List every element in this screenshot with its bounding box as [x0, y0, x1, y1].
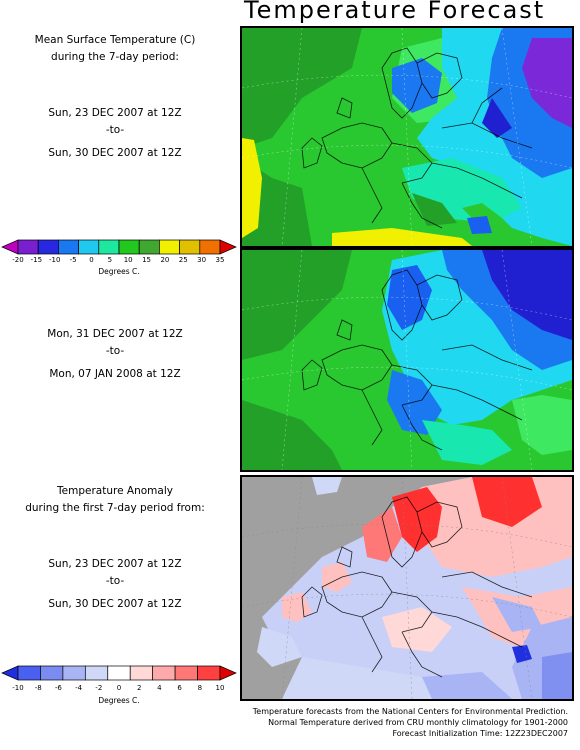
colorbar-tick-label: 10: [123, 256, 133, 264]
colorbar-swatch: [1, 239, 19, 255]
anomaly-colorbar-ticks: -10 -8 -6 -4 -2 0 2 4 6 8 10: [0, 684, 238, 694]
period2-sep: -to-: [105, 345, 125, 357]
period2-to: Mon, 07 JAN 2008 at 12Z: [49, 368, 181, 380]
temperature-colorbar-swatches: [1, 239, 237, 255]
colorbar-tick-label: 0: [116, 684, 122, 692]
colorbar-tick-label: 4: [157, 684, 162, 692]
colorbar-swatch: [84, 665, 109, 681]
colorbar-tick-label: 8: [197, 684, 203, 692]
colorbar-tick-label: 10: [215, 684, 225, 692]
colorbar-swatch: [1, 665, 19, 681]
colorbar-swatch: [98, 239, 120, 255]
colorbar-swatch: [159, 239, 180, 255]
period2-from: Mon, 31 DEC 2007 at 12Z: [47, 328, 183, 340]
colorbar-swatch: [40, 665, 64, 681]
colorbar-tick-label: 15: [142, 256, 151, 264]
anomaly-label-line2: during the first 7-day period from:: [25, 502, 205, 514]
colorbar-swatch: [37, 239, 59, 255]
colorbar-swatch: [78, 239, 100, 255]
colorbar-swatch: [174, 665, 198, 681]
colorbar-tick-label: -8: [34, 684, 42, 692]
period3-from: Sun, 23 DEC 2007 at 12Z: [48, 558, 182, 570]
colorbar-tick-label: 6: [177, 684, 182, 692]
forecast-map-week2: [240, 248, 574, 472]
anomaly-colorbar-swatches: [1, 665, 237, 681]
colorbar-tick-label: 20: [160, 256, 170, 264]
credits-line2: Normal Temperature derived from CRU mont…: [268, 718, 568, 727]
colorbar-swatch: [199, 239, 221, 255]
colorbar-tick-label: 5: [107, 256, 113, 264]
forecast-map-week1: [240, 26, 574, 248]
mean-temp-label-line1: Mean Surface Temperature (C): [34, 34, 196, 46]
colorbar-tick-label: 35: [215, 256, 225, 264]
colorbar-tick-label: 25: [178, 256, 188, 264]
colorbar-tick-label: 0: [89, 256, 94, 264]
period1-from: Sun, 23 DEC 2007 at 12Z: [48, 107, 182, 119]
colorbar-tick-label: -5: [69, 256, 77, 264]
anomaly-colorbar: -10 -8 -6 -4 -2 0 2 4 6 8 10 Degrees C.: [0, 662, 238, 705]
credits-line3: Forecast Initialization Time: 12Z23DEC20…: [392, 729, 568, 738]
colorbar-tick-label: -4: [75, 684, 83, 692]
anomaly-map: [240, 475, 574, 701]
credits-line1: Temperature forecasts from the National …: [252, 707, 568, 716]
colorbar-tick-label: -10: [49, 256, 61, 264]
forecast-map-week1-image: [242, 28, 572, 246]
colorbar-swatch: [107, 665, 131, 681]
colorbar-swatch: [62, 665, 86, 681]
period1-to: Sun, 30 DEC 2007 at 12Z: [48, 147, 182, 159]
period3-sep: -to-: [105, 575, 125, 587]
colorbar-swatch: [17, 239, 39, 255]
mean-temp-label-line2: during the 7-day period:: [51, 51, 179, 63]
colorbar-tick-label: 2: [136, 684, 142, 692]
colorbar-swatch: [58, 239, 79, 255]
colorbar-tick-label: 30: [197, 256, 207, 264]
colorbar-tick-label: -6: [54, 684, 62, 692]
temperature-colorbar-unit: Degrees C.: [98, 267, 140, 276]
colorbar-tick-label: -15: [30, 256, 43, 264]
period1-sep: -to-: [105, 124, 125, 136]
colorbar-swatch: [219, 239, 237, 255]
temperature-colorbar: -20 -15 -10 -5 0 5 10 15 20 25 30 35 Degrees C.: [0, 236, 238, 276]
colorbar-swatch: [197, 665, 221, 681]
credits: Temperature forecasts from the National …: [253, 706, 568, 739]
colorbar-swatch: [152, 665, 176, 681]
colorbar-swatch: [138, 239, 160, 255]
colorbar-swatch: [179, 239, 201, 255]
period3-to: Sun, 30 DEC 2007 at 12Z: [48, 598, 182, 610]
colorbar-swatch: [118, 239, 140, 255]
colorbar-swatch: [219, 665, 237, 681]
colorbar-tick-label: -20: [12, 256, 24, 264]
forecast-map-week2-image: [242, 250, 572, 470]
anomaly-label-line1: Temperature Anomaly: [57, 485, 173, 497]
colorbar-tick-label: -2: [95, 684, 103, 692]
page-title: Temperature Forecast: [244, 0, 546, 24]
colorbar-swatch: [129, 665, 154, 681]
anomaly-colorbar-unit: Degrees C.: [98, 696, 140, 705]
anomaly-map-image: [242, 477, 572, 699]
colorbar-tick-label: -10: [12, 684, 24, 692]
temperature-colorbar-ticks: -20 -15 -10 -5 0 5 10 15 20 25 30 35: [0, 256, 238, 266]
colorbar-swatch: [17, 665, 41, 681]
